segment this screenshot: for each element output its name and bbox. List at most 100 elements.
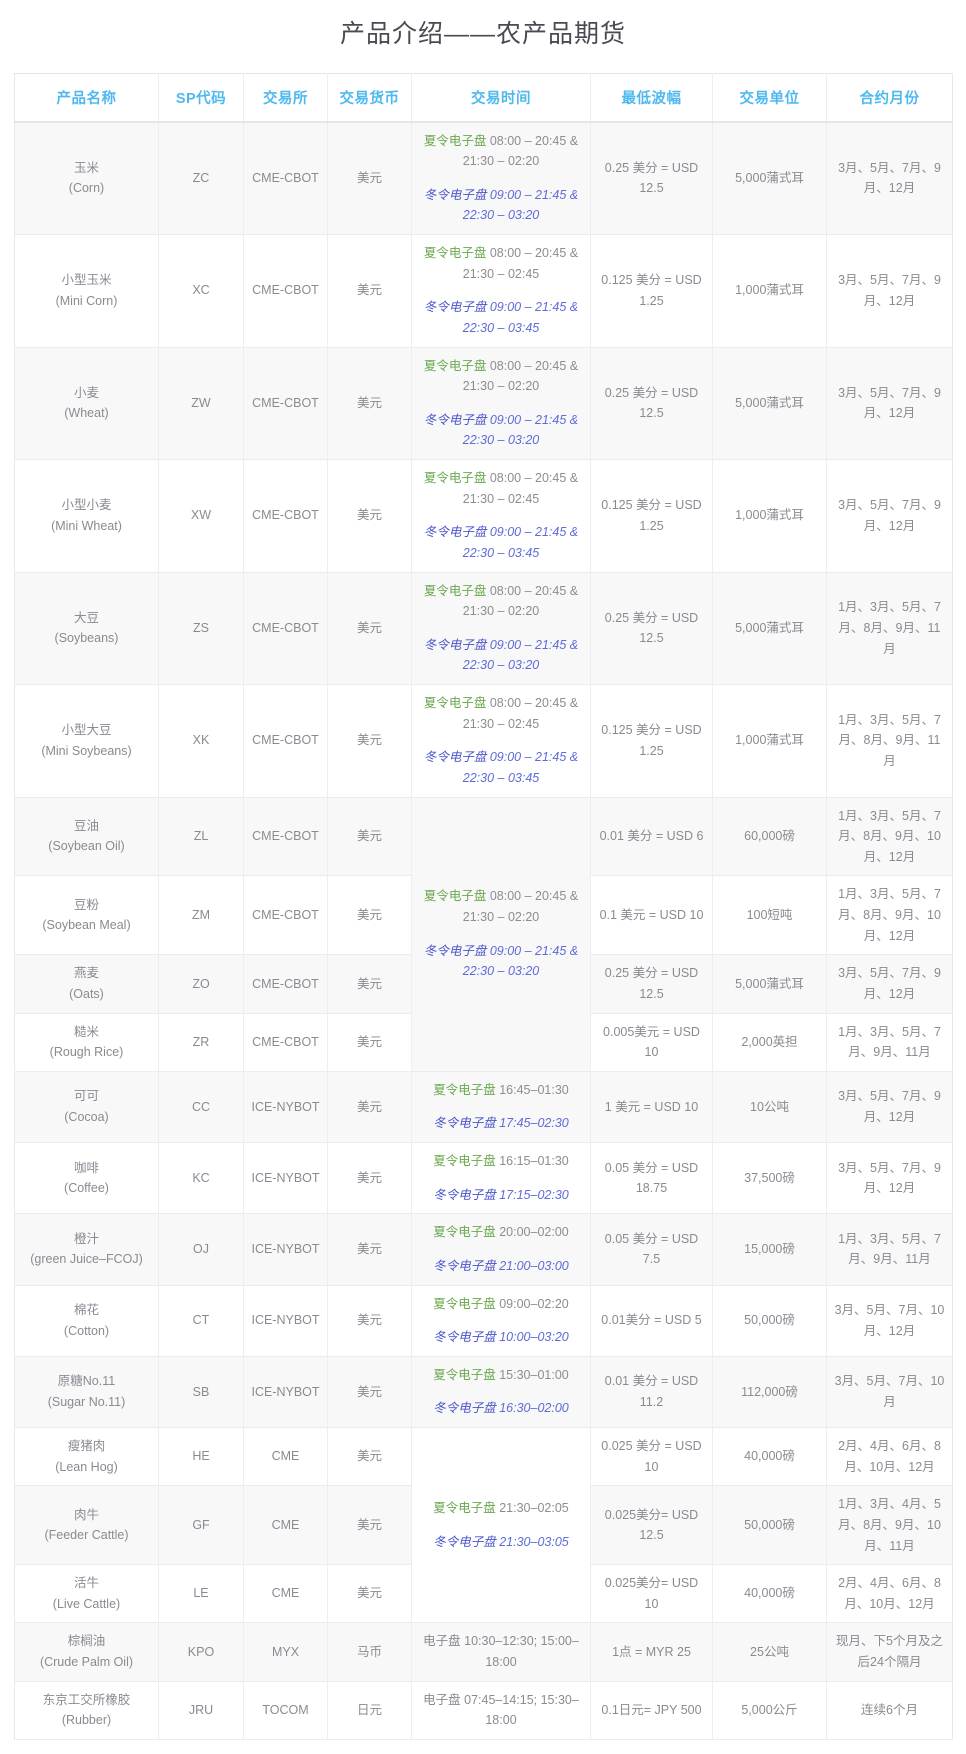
- product-name-cn: 小型玉米: [61, 273, 112, 288]
- table-row: 豆粉 (Soybean Meal) ZM CME-CBOT 美元 0.1 美元 = USD…: [14, 875, 953, 956]
- winter-session-hours: 09:00 – 21:45 & 22:30 – 03:45: [462, 300, 579, 335]
- product-name-en: (Cotton): [63, 1323, 110, 1338]
- product-name-en: (Rough Rice): [49, 1045, 124, 1060]
- product-name-en: (Cocoa): [64, 1109, 109, 1124]
- summer-session-label: 夏令电子盘: [423, 471, 487, 485]
- cell-sp-code: CC: [158, 1071, 244, 1144]
- cell-currency: 美元: [327, 954, 412, 1014]
- cell-sp-code: ZS: [158, 572, 244, 685]
- cell-product-name: 活牛 (Live Cattle): [14, 1564, 159, 1624]
- product-name-en: (Soybean Oil): [48, 839, 125, 854]
- winter-session: 冬令电子盘 09:00 – 21:45 & 22:30 – 03:20: [418, 941, 584, 982]
- summer-session-hours: 20:00–02:00: [495, 1225, 569, 1240]
- cell-currency: 美元: [327, 234, 412, 348]
- product-name-cn: 咖啡: [73, 1160, 99, 1175]
- cell-exchange: CME: [243, 1485, 328, 1566]
- cell-currency: 美元: [327, 1013, 412, 1072]
- winter-session-hours: 09:00 – 21:45 & 22:30 – 03:45: [462, 750, 579, 785]
- column-header-contract-month: 合约月份: [826, 73, 953, 123]
- cell-exchange: CME-CBOT: [243, 684, 328, 798]
- cell-product-name: 东京工交所橡胶 (Rubber): [14, 1681, 159, 1740]
- winter-session: 冬令电子盘 09:00 – 21:45 & 22:30 – 03:20: [418, 410, 584, 451]
- product-name-en: (Coffee): [64, 1181, 109, 1196]
- table-row: 橙汁 (green Juice–FCOJ) OJ ICE-NYBOT 美元 夏令电子盘 2…: [14, 1213, 953, 1286]
- cell-currency: 美元: [327, 1213, 412, 1286]
- cell-tick-size: 0.05 美分 = USD 7.5: [590, 1213, 713, 1286]
- table-row: 瘦猪肉 (Lean Hog) HE CME 美元 夏令电子盘 21:30–02:05 冬令电…: [14, 1427, 953, 1624]
- product-name-cn: 棕榈油: [67, 1634, 106, 1649]
- table-row: 小型玉米 (Mini Corn) XC CME-CBOT 美元 夏令电子盘 08:00 –…: [14, 234, 953, 348]
- summer-session-label: 夏令电子盘: [423, 583, 487, 598]
- winter-session-hours: 09:00 – 21:45 & 22:30 – 03:20: [462, 187, 579, 223]
- product-name-en: (Soybeans): [54, 631, 119, 646]
- cell-currency: 美元: [327, 1356, 412, 1429]
- winter-session-label: 冬令电子盘: [433, 1534, 496, 1549]
- cell-product-name: 棕榈油 (Crude Palm Oil): [14, 1622, 159, 1682]
- winter-session-label: 冬令电子盘: [423, 750, 487, 765]
- summer-session-hours: 16:15–01:30: [495, 1154, 569, 1168]
- winter-session-hours: 21:30–03:05: [495, 1534, 569, 1549]
- cell-contract-month: 2月、4月、6月、8月、10月、12月: [826, 1564, 953, 1624]
- winter-session: 冬令电子盘 09:00 – 21:45 & 22:30 – 03:20: [418, 635, 584, 676]
- cell-exchange: MYX: [243, 1622, 328, 1682]
- winter-session: 冬令电子盘 17:15–02:30: [418, 1185, 584, 1206]
- cell-product-name: 大豆 (Soybeans): [14, 572, 159, 685]
- cell-exchange: CME-CBOT: [243, 954, 328, 1014]
- cell-sp-code: ZC: [158, 121, 244, 235]
- summer-session: 夏令电子盘 09:00–02:20: [418, 1294, 584, 1315]
- cell-contract-unit: 5,000蒲式耳: [712, 954, 827, 1014]
- cell-exchange: ICE-NYBOT: [243, 1071, 328, 1144]
- cell-currency: 美元: [327, 1427, 412, 1487]
- product-name-cn: 活牛: [73, 1576, 99, 1591]
- cell-exchange: CME-CBOT: [243, 121, 328, 235]
- cell-sp-code: JRU: [158, 1681, 244, 1740]
- cell-sp-code: HE: [158, 1427, 244, 1487]
- product-name-en: (Mini Corn): [55, 293, 118, 308]
- cell-trading-hours: 夏令电子盘 20:00–02:00 冬令电子盘 21:00–03:00: [411, 1213, 591, 1286]
- product-name-cn: 糙米: [73, 1024, 99, 1039]
- table-row: 原糖No.11 (Sugar No.11) SB ICE-NYBOT 美元 夏令电子盘 1…: [14, 1356, 953, 1429]
- cell-tick-size: 1 美元 = USD 10: [590, 1071, 713, 1144]
- product-name-cn: 小型小麦: [61, 498, 112, 513]
- cell-exchange: ICE-NYBOT: [243, 1213, 328, 1286]
- cell-contract-month: 1月、3月、5月、7月、8月、9月、10月、12月: [826, 875, 953, 956]
- summer-session: 夏令电子盘 21:30–02:05: [418, 1498, 584, 1519]
- cell-trading-hours: 夏令电子盘 08:00 – 20:45 & 21:30 – 02:45 冬令电子盘…: [411, 684, 591, 798]
- cell-product-name: 橙汁 (green Juice–FCOJ): [14, 1213, 159, 1286]
- cell-contract-unit: 1,000蒲式耳: [712, 684, 827, 798]
- cell-currency: 美元: [327, 684, 412, 798]
- cell-tick-size: 0.01 美分 = USD 11.2: [590, 1356, 713, 1429]
- table-row: 大豆 (Soybeans) ZS CME-CBOT 美元 夏令电子盘 08:00 – 20…: [14, 572, 953, 685]
- cell-contract-unit: 1,000蒲式耳: [712, 234, 827, 348]
- winter-session-label: 冬令电子盘: [433, 1258, 496, 1273]
- product-name-en: (Mini Soybeans): [41, 743, 132, 758]
- cell-sp-code: ZL: [158, 797, 244, 877]
- cell-product-name: 玉米 (Corn): [14, 121, 159, 235]
- summer-session-label: 夏令电子盘: [433, 1367, 496, 1382]
- summer-session-hours: 08:00 – 20:45 & 21:30 – 02:20: [462, 889, 579, 924]
- product-name-cn: 小麦: [73, 385, 99, 400]
- winter-session-hours: 10:00–03:20: [495, 1330, 569, 1345]
- cell-contract-month: 1月、3月、5月、7月、8月、9月、10月、12月: [826, 797, 953, 877]
- cell-product-name: 小型大豆 (Mini Soybeans): [14, 684, 159, 798]
- cell-trading-hours: 电子盘 10:30–12:30; 15:00–18:00: [411, 1622, 591, 1682]
- cell-contract-month: 2月、4月、6月、8月、10月、12月: [826, 1427, 953, 1487]
- product-name-cn: 原糖No.11: [57, 1374, 116, 1389]
- cell-contract-unit: 1,000蒲式耳: [712, 459, 827, 573]
- product-name-en: (Soybean Meal): [42, 918, 131, 933]
- column-header-product-name: 产品名称: [14, 73, 159, 123]
- cell-tick-size: 0.01美分 = USD 5: [590, 1285, 713, 1357]
- cell-sp-code: ZO: [158, 954, 244, 1014]
- product-name-cn: 瘦猪肉: [67, 1439, 106, 1453]
- table-row: 肉牛 (Feeder Cattle) GF CME 美元 0.025美分= USD 12.…: [14, 1485, 953, 1566]
- cell-sp-code: XK: [158, 684, 244, 798]
- table-row: 咖啡 (Coffee) KC ICE-NYBOT 美元 夏令电子盘 16:15–01:30…: [14, 1142, 953, 1215]
- product-name-cn: 豆油: [73, 818, 99, 833]
- cell-contract-month: 1月、3月、5月、7月、9月、11月: [826, 1013, 953, 1072]
- table-row: 小麦 (Wheat) ZW CME-CBOT 美元 夏令电子盘 08:00 – 20:45…: [14, 347, 953, 460]
- cell-product-name: 肉牛 (Feeder Cattle): [14, 1485, 159, 1566]
- cell-contract-month: 1月、3月、4月、5月、8月、9月、10月、11月: [826, 1485, 953, 1566]
- table-body: 玉米 (Corn) ZC CME-CBOT 美元 夏令电子盘 08:00 – 20:45 …: [14, 121, 953, 1740]
- cell-contract-month: 3月、5月、7月、9月、12月: [826, 1142, 953, 1215]
- cell-contract-unit: 112,000磅: [712, 1356, 827, 1429]
